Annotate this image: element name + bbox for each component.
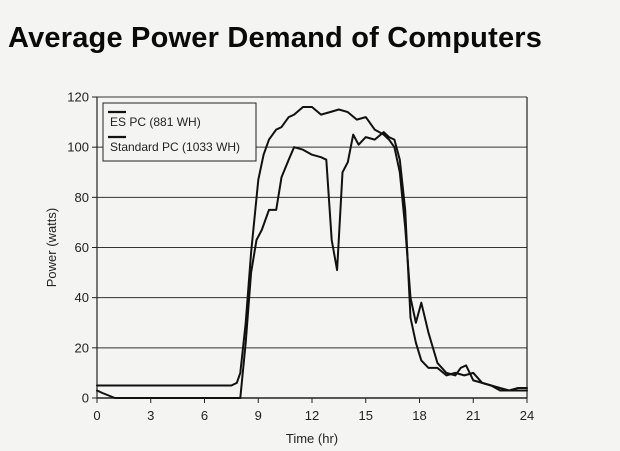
y-tick-label: 60 [75,240,89,255]
y-tick-label: 20 [75,340,89,355]
y-axis-label: Power (watts) [44,208,59,287]
legend: ES PC (881 WH) Standard PC (1033 WH) [102,102,257,162]
x-tick-label: 3 [147,408,154,423]
x-tick-label: 12 [305,408,319,423]
series-layer [96,106,528,399]
x-axis-label: Time (hr) [286,431,338,446]
legend-label-standard-pc: Standard PC (1033 WH) [110,140,240,154]
y-axis: 0 20 40 60 80 100 120 [67,90,97,406]
x-tick-label: 24 [520,408,534,423]
series-line-es-pc [96,131,528,399]
chart-title: Average Power Demand of Computers [8,22,543,54]
legend-box [102,102,257,162]
legend-label-es-pc: ES PC (881 WH) [110,115,201,129]
y-tick-label: 120 [67,90,89,105]
x-tick-label: 15 [359,408,373,423]
series-line-standard-pc [96,106,528,392]
y-tick-label: 100 [67,140,89,155]
x-tick-label: 18 [412,408,426,423]
y-tick-label: 80 [75,190,89,205]
x-tick-label: 9 [255,408,262,423]
y-tick-label: 40 [75,290,89,305]
y-tick-label: 0 [82,391,89,406]
x-tick-label: 21 [466,408,480,423]
x-tick-label: 0 [93,408,100,423]
x-axis: 0 3 6 9 12 15 18 21 24 [93,398,534,423]
x-tick-label: 6 [201,408,208,423]
